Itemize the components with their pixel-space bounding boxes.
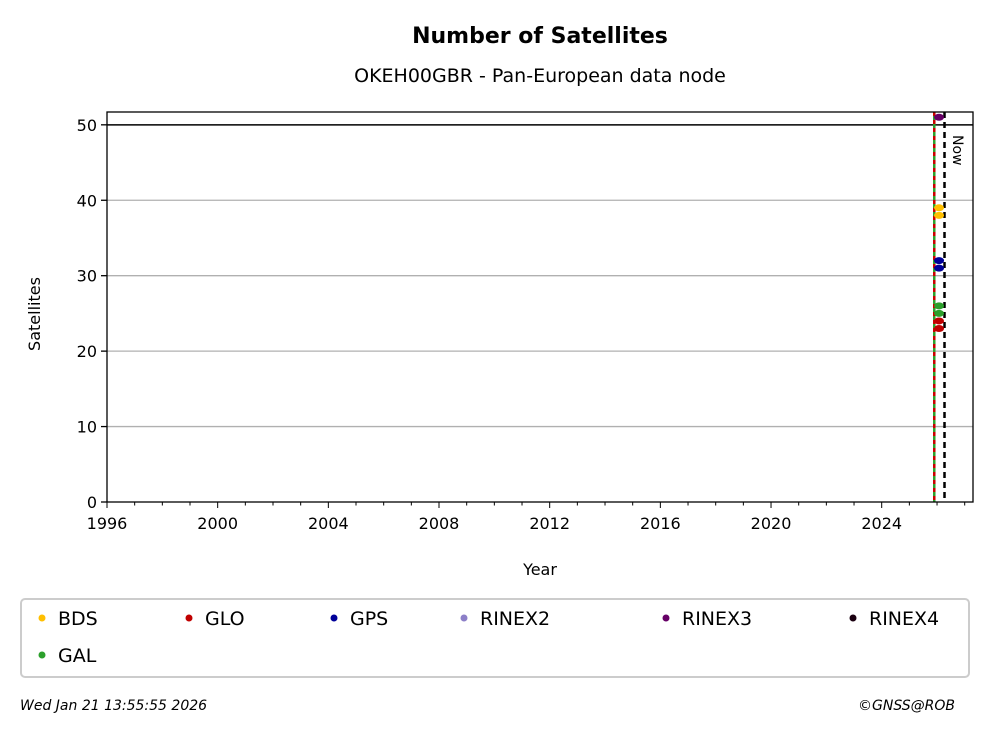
legend-label-bds: BDS <box>58 608 98 630</box>
now-label: Now <box>949 135 965 166</box>
data-marks <box>933 112 946 502</box>
legend-label-gal: GAL <box>58 645 97 667</box>
x-tick-label: 1996 <box>87 514 128 533</box>
grid-lines <box>107 124 973 428</box>
y-tick-label: 30 <box>77 267 97 286</box>
chart-subtitle: OKEH00GBR - Pan-European data node <box>354 65 726 87</box>
point-gal <box>934 309 945 317</box>
point-bds <box>934 204 945 212</box>
legend-marker-rinex4 <box>849 614 857 622</box>
legend-marker-gal <box>38 651 46 659</box>
y-tick-label: 40 <box>77 191 97 210</box>
y-tick-label: 20 <box>77 342 97 361</box>
x-tick-label: 2020 <box>751 514 792 533</box>
x-tick-label: 2004 <box>308 514 349 533</box>
x-tick-label: 2016 <box>640 514 681 533</box>
legend-marker-rinex2 <box>460 614 468 622</box>
axis-ticks: 0 10 20 30 40 50 1996 2000 2004 2008 2012 2016 2020 2… <box>77 116 966 533</box>
legend-label-rinex2: RINEX2 <box>480 608 550 630</box>
point-glo <box>934 317 945 325</box>
chart-title: Number of Satellites <box>412 24 668 49</box>
legend-marker-glo <box>185 614 193 622</box>
y-tick-label: 50 <box>77 116 97 135</box>
x-tick-label: 2008 <box>419 514 460 533</box>
legend-marker-bds <box>38 614 46 622</box>
point-rinex3 <box>934 113 945 121</box>
legend-label-rinex3: RINEX3 <box>682 608 752 630</box>
footer-credit: ©GNSS@ROB <box>858 698 955 714</box>
legend: BDS GLO GPS RINEX2 RINEX3 RINEX4 GAL <box>38 608 939 667</box>
y-axis-label: Satellites <box>25 277 44 351</box>
legend-label-rinex4: RINEX4 <box>869 608 939 630</box>
point-bds <box>934 211 945 219</box>
x-tick-label: 2024 <box>861 514 902 533</box>
y-tick-label: 0 <box>87 493 97 512</box>
legend-label-gps: GPS <box>350 608 388 630</box>
point-glo <box>934 324 945 332</box>
x-tick-label: 2000 <box>197 514 238 533</box>
legend-label-glo: GLO <box>205 608 245 630</box>
x-axis-label: Year <box>522 560 557 579</box>
legend-marker-gps <box>330 614 338 622</box>
footer-timestamp: Wed Jan 21 13:55:55 2026 <box>20 698 207 714</box>
x-tick-label: 2012 <box>529 514 570 533</box>
point-gal <box>934 302 945 310</box>
y-tick-label: 10 <box>77 418 97 437</box>
legend-box <box>20 598 970 678</box>
legend-marker-rinex3 <box>662 614 670 622</box>
point-gps <box>934 257 945 265</box>
point-gps <box>934 264 945 272</box>
plot-frame <box>106 111 974 503</box>
